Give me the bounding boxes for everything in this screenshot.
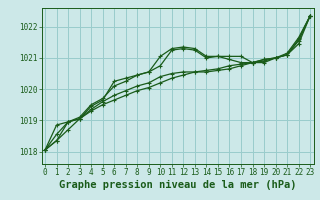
X-axis label: Graphe pression niveau de la mer (hPa): Graphe pression niveau de la mer (hPa)	[59, 180, 296, 190]
